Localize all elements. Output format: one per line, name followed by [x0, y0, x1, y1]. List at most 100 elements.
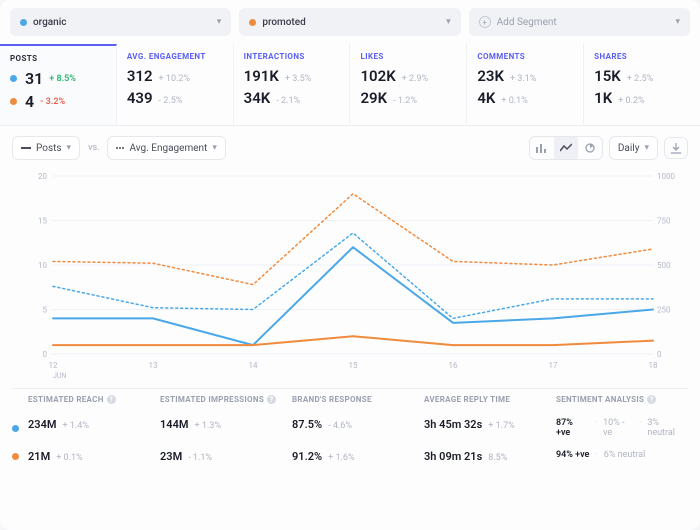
pie-chart-icon[interactable]	[578, 137, 602, 159]
cell-delta: - 4.6%	[328, 421, 352, 431]
download-icon	[671, 143, 681, 154]
chevron-down-icon: ▾	[212, 143, 217, 153]
table-cell: 94% +ve·6% neutral	[556, 450, 688, 463]
metric-value: 23K	[477, 67, 504, 85]
segment-promoted[interactable]: promoted ▾	[239, 8, 460, 36]
yaxis1-select[interactable]: Posts ▾	[12, 136, 80, 160]
cell-delta: 8.5%	[488, 453, 507, 463]
dot-icon	[249, 19, 256, 26]
download-button[interactable]	[664, 137, 688, 159]
metric-delta: + 0.2%	[618, 96, 644, 106]
metric-value: 34K	[244, 89, 271, 107]
info-icon[interactable]: ?	[647, 395, 656, 404]
bar-chart-icon[interactable]	[530, 137, 554, 159]
metric-avg_eng[interactable]: AVG. ENGAGEMENT312+ 10.2%439- 2.5%	[117, 44, 234, 125]
table-row: 234M + 1.4% 144M+ 1.3%87.5% - 4.6% 3h 45m 32…	[12, 412, 688, 444]
cell-delta: + 1.7%	[488, 421, 514, 431]
svg-text:0: 0	[657, 350, 662, 359]
table-cell: 87.5% - 4.6%	[292, 418, 424, 438]
cell-value: 234M	[28, 418, 56, 431]
cell-delta: + 0.1%	[56, 453, 82, 463]
table-cell: 3h 45m 32s + 1.7%	[424, 418, 556, 438]
table-col-head: ESTIMATED IMPRESSIONS ?	[160, 395, 292, 404]
svg-text:20: 20	[38, 172, 47, 181]
metric-delta: + 3.1%	[510, 74, 536, 84]
line-chart: 051015200250500750100012131415161718JUN	[28, 170, 682, 380]
segment-label: organic	[33, 17, 67, 28]
metric-interactions[interactable]: INTERACTIONS191K+ 3.5%34K- 2.1%	[234, 44, 351, 125]
dot-icon	[12, 425, 19, 432]
svg-text:0: 0	[43, 350, 48, 359]
svg-text:JUN: JUN	[53, 372, 66, 380]
metric-value: 29K	[360, 89, 387, 107]
metrics-row: POSTS31+ 8.5%4- 3.2%AVG. ENGAGEMENT312+ …	[0, 44, 700, 126]
svg-text:500: 500	[657, 261, 671, 270]
bottom-body: 234M + 1.4% 144M+ 1.3%87.5% - 4.6% 3h 45m 32…	[12, 412, 688, 469]
add-segment[interactable]: + Add Segment ▾	[469, 8, 690, 36]
metric-value-row: 1K + 0.2%	[594, 89, 690, 107]
metric-delta: + 3.5%	[285, 74, 311, 84]
svg-text:10: 10	[38, 261, 47, 270]
sent-neu: 3% neutral	[647, 418, 688, 438]
dot-icon	[10, 75, 17, 82]
sent-pos: 94% +ve	[556, 450, 589, 460]
dashboard: organic ▾ promoted ▾ + Add Segment ▾ POS…	[0, 0, 700, 530]
metric-delta: - 2.1%	[276, 96, 300, 106]
segment-organic[interactable]: organic ▾	[10, 8, 231, 36]
svg-text:15: 15	[349, 361, 358, 370]
yaxis1-label: Posts	[36, 143, 62, 154]
metric-value: 1K	[594, 89, 612, 107]
svg-text:18: 18	[649, 361, 658, 370]
bottom-table: ESTIMATED REACH ?ESTIMATED IMPRESSIONS ?…	[0, 380, 700, 469]
chart-area: 051015200250500750100012131415161718JUN	[0, 170, 700, 380]
yaxis2-select[interactable]: Avg. Engagement ▾	[107, 136, 225, 160]
metric-likes[interactable]: LIKES102K+ 2.9%29K- 1.2%	[350, 44, 467, 125]
sent-neu: 6% neutral	[604, 450, 646, 460]
cell-value: 21M	[28, 450, 50, 463]
chevron-down-icon: ▾	[67, 143, 72, 153]
bottom-header: ESTIMATED REACH ?ESTIMATED IMPRESSIONS ?…	[12, 388, 688, 412]
dot-icon	[12, 453, 19, 460]
cell-value: 87.5%	[292, 418, 322, 431]
table-cell: 234M + 1.4%	[28, 418, 160, 438]
cell-delta: + 1.4%	[62, 421, 88, 431]
cell-value: 23M	[160, 450, 182, 463]
metric-delta: + 2.9%	[402, 74, 428, 84]
table-row: 21M+ 0.1%23M- 1.1%91.2%+ 1.6%3h 09m 21s8…	[12, 444, 688, 469]
segment-row: organic ▾ promoted ▾ + Add Segment ▾	[0, 0, 700, 44]
period-select[interactable]: Daily ▾	[609, 136, 658, 160]
metric-value-row: 4- 3.2%	[10, 92, 106, 111]
metric-head: SHARES	[594, 52, 690, 61]
metric-delta: - 2.5%	[159, 96, 183, 106]
sent-pos: 87% +ve	[556, 418, 589, 438]
cell-value: 91.2%	[292, 450, 322, 463]
table-cell: 23M- 1.1%	[160, 450, 292, 463]
metric-posts[interactable]: POSTS31+ 8.5%4- 3.2%	[0, 44, 117, 125]
metric-value: 15K	[594, 67, 621, 85]
table-cell: 144M+ 1.3%	[160, 418, 292, 438]
svg-text:1000: 1000	[657, 172, 675, 181]
metric-value: 31	[25, 69, 43, 88]
metric-shares[interactable]: SHARES15K+ 2.5%1K+ 0.2%	[584, 44, 700, 125]
table-cell: 87% +ve·10% -ve·3% neutral	[556, 418, 688, 438]
period-label: Daily	[618, 143, 640, 154]
table-col-head: ESTIMATED REACH ?	[28, 395, 160, 404]
line-chart-icon[interactable]	[554, 137, 578, 159]
cell-value: 3h 45m 32s	[424, 418, 482, 431]
table-col-head: AVERAGE REPLY TIME	[424, 395, 556, 404]
chart-controls: Posts ▾ vs. Avg. Engagement ▾	[0, 126, 700, 170]
info-icon[interactable]: ?	[107, 395, 116, 404]
metric-value: 4	[25, 92, 34, 111]
metric-head: POSTS	[10, 54, 106, 63]
metric-comments[interactable]: COMMENTS23K+ 3.1%4K+ 0.1%	[467, 44, 584, 125]
metric-head: INTERACTIONS	[244, 52, 340, 61]
chevron-down-icon: ▾	[675, 17, 680, 27]
metric-value: 102K	[360, 67, 395, 85]
svg-text:14: 14	[249, 361, 258, 370]
info-icon[interactable]: ?	[267, 395, 276, 404]
metric-value-row: 23K + 3.1%	[477, 67, 573, 85]
metric-head: LIKES	[360, 52, 456, 61]
dash-swatch-icon	[116, 147, 124, 149]
metric-delta: + 10.2%	[159, 74, 190, 84]
table-col-head: BRAND'S RESPONSE	[292, 395, 424, 404]
